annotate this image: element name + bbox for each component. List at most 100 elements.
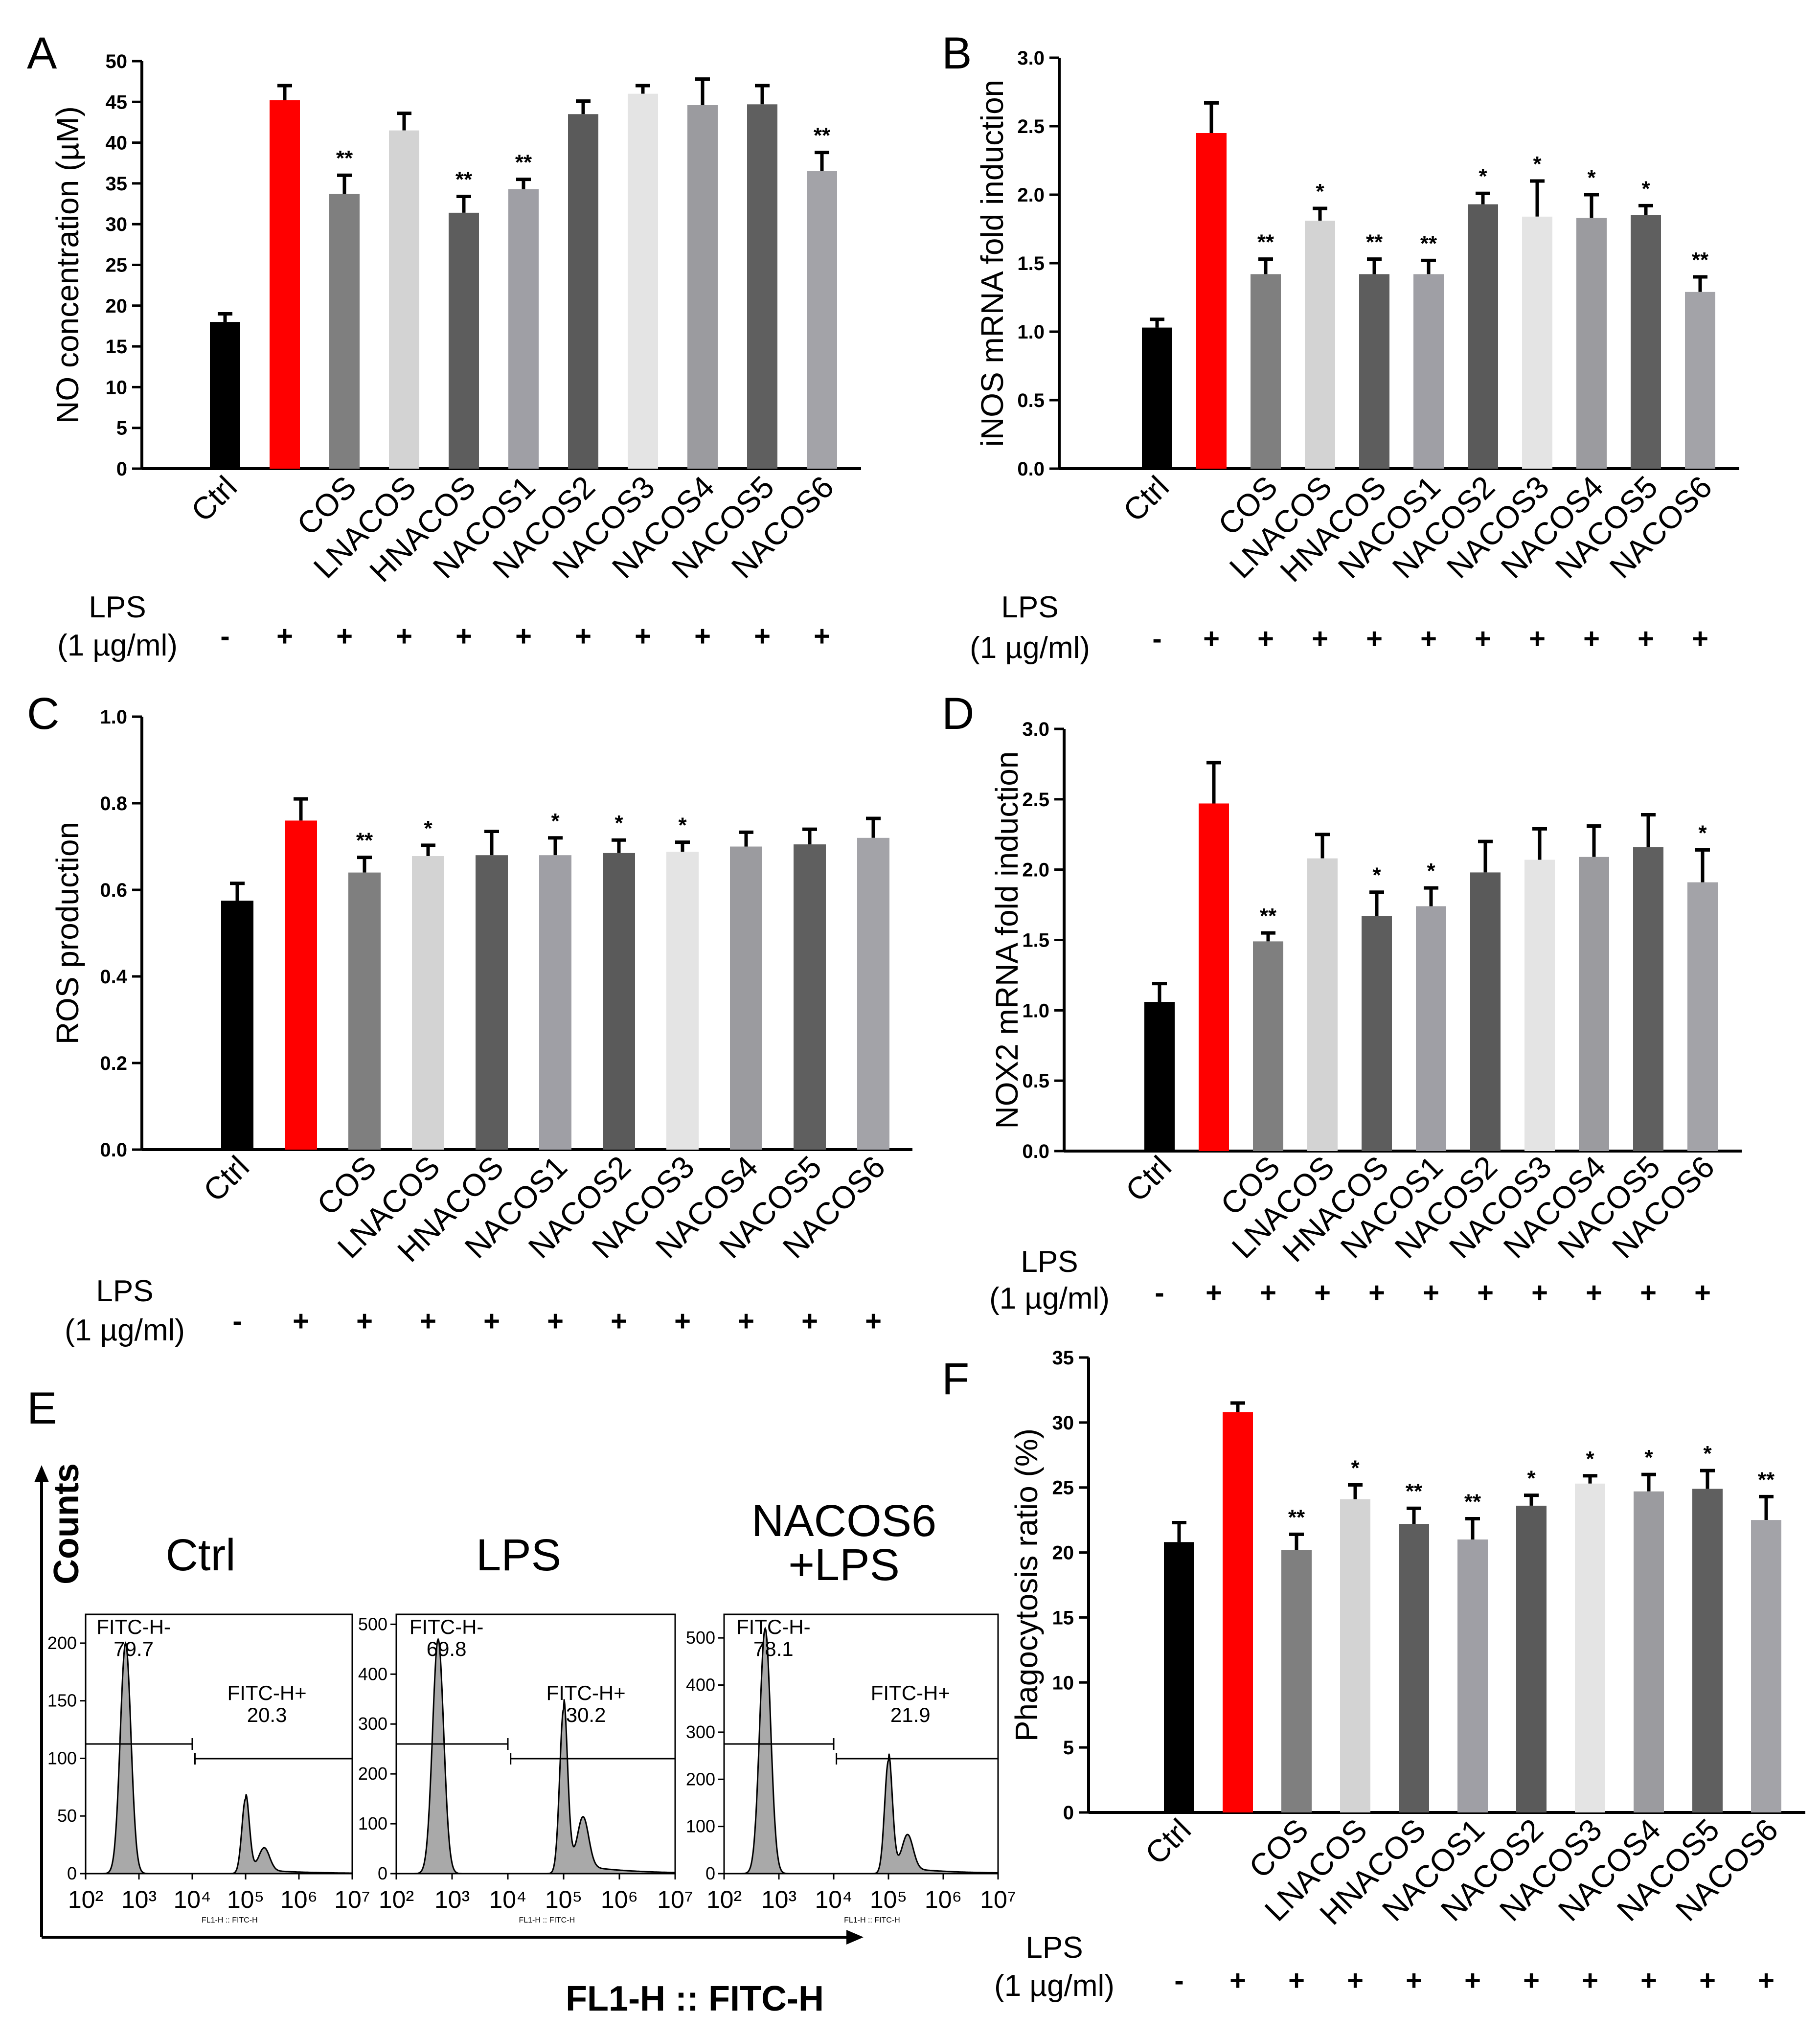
- lps-sign: +: [420, 1305, 436, 1337]
- gate-plus-value: 21.9: [890, 1703, 931, 1726]
- bar: [1399, 1524, 1429, 1812]
- gate-plus-value: 20.3: [247, 1703, 287, 1726]
- lps-sign: +: [1640, 1965, 1657, 1996]
- lps-sign: +: [1529, 623, 1546, 655]
- significance-label: **: [1406, 1479, 1423, 1503]
- y-tick-label: 45: [106, 91, 128, 113]
- lps-sign: +: [1640, 1277, 1657, 1309]
- bar: [1223, 1412, 1253, 1812]
- bar: [1470, 872, 1501, 1151]
- lps-sign: +: [547, 1305, 564, 1337]
- x-tick-label: 10⁶: [601, 1886, 638, 1913]
- significance-label: **: [1288, 1505, 1305, 1529]
- gate-plus-label: FITC-H+: [871, 1681, 950, 1704]
- y-tick-label: 0.4: [100, 966, 127, 988]
- lps-sign: +: [1406, 1965, 1422, 1996]
- bar: [730, 846, 762, 1150]
- significance-label: *: [1479, 164, 1487, 188]
- x-tick-label: 10³: [121, 1886, 157, 1913]
- lps-sign: +: [483, 1305, 500, 1337]
- bar: [568, 114, 598, 469]
- y-tick-label: 3.0: [1022, 719, 1049, 740]
- significance-label: *: [1587, 166, 1596, 190]
- lps-sign: +: [1368, 1277, 1385, 1309]
- y-tick-label: 500: [358, 1614, 387, 1634]
- lps-sign: +: [1314, 1277, 1331, 1309]
- gate-minus-label: FITC-H-: [410, 1615, 484, 1638]
- y-tick-label: 0.5: [1022, 1070, 1049, 1092]
- bar: [1751, 1520, 1781, 1812]
- bar: [539, 855, 571, 1150]
- gate-plus-value: 30.2: [566, 1703, 606, 1726]
- lps-concentration: (1 µg/ml): [994, 1969, 1115, 2003]
- small-axis-label: FL1-H :: FITC-H: [519, 1916, 575, 1924]
- y-tick-label: 1.0: [100, 706, 127, 728]
- significance-label: *: [1698, 821, 1707, 845]
- histogram-curve: [86, 1641, 353, 1875]
- lps-sign: +: [293, 1305, 309, 1337]
- gate-minus-value: 79.7: [114, 1637, 154, 1660]
- y-tick-label: 200: [47, 1633, 77, 1653]
- lps-sign: +: [1477, 1277, 1494, 1309]
- significance-label: *: [1586, 1447, 1594, 1471]
- significance-label: *: [1316, 180, 1324, 204]
- lps-sign: +: [754, 620, 771, 652]
- lps-sign: +: [455, 620, 472, 652]
- y-tick-label: 1.0: [1022, 1000, 1049, 1021]
- bar: [348, 872, 381, 1150]
- significance-label: *: [424, 816, 432, 840]
- x-tick-label: 10⁶: [280, 1886, 318, 1913]
- lps-sign: +: [1288, 1965, 1305, 1996]
- fl1h-axis-title: FL1-H :: FITC-H: [566, 1979, 824, 2018]
- y-tick-label: 5: [1063, 1737, 1074, 1759]
- panel-letter-c: C: [27, 689, 59, 739]
- bar: [1340, 1499, 1370, 1812]
- lps-sign: +: [1694, 1277, 1711, 1309]
- bar: [603, 853, 635, 1150]
- y-tick-label: 1.5: [1017, 253, 1045, 274]
- histogram-title: Ctrl: [165, 1530, 235, 1580]
- y-tick-label: 50: [57, 1806, 77, 1826]
- lps-sign: +: [694, 620, 711, 652]
- lps-sign: +: [1582, 1965, 1598, 1996]
- y-tick-label: 0.0: [100, 1139, 127, 1161]
- y-tick-label: 100: [686, 1816, 715, 1836]
- lps-sign: +: [1260, 1277, 1276, 1309]
- x-tick-label: 10²: [68, 1886, 103, 1913]
- bar-chart-a: 0 5 10 15 20 25 30 35 40 45 50 NO concentration (µM…: [50, 51, 861, 662]
- significance-label: **: [1420, 231, 1437, 255]
- panel-letter-a: A: [27, 28, 57, 78]
- y-tick-label: 2.0: [1017, 184, 1045, 206]
- y-tick-label: 15: [106, 336, 128, 358]
- lps-sign: +: [1257, 623, 1274, 655]
- lps-sign: -: [1155, 1277, 1164, 1309]
- x-tick-label: 10⁵: [545, 1886, 582, 1913]
- lps-sign: -: [1152, 623, 1161, 655]
- bar: [1362, 916, 1392, 1151]
- significance-label: **: [1692, 248, 1709, 272]
- bar: [1251, 274, 1281, 469]
- significance-label: **: [455, 168, 473, 192]
- lps-sign: -: [232, 1305, 242, 1337]
- lps-label: LPS: [96, 1274, 153, 1308]
- lps-sign: +: [1531, 1277, 1548, 1309]
- lps-sign: +: [1420, 623, 1437, 655]
- gate-plus-label: FITC-H+: [228, 1681, 307, 1704]
- lps-sign: +: [396, 620, 412, 652]
- lps-sign: +: [1423, 1277, 1439, 1309]
- y-tick-label: 20: [1052, 1542, 1074, 1564]
- y-tick-label: 0.6: [100, 880, 127, 901]
- y-tick-label: 0.5: [1017, 390, 1045, 411]
- bar: [1416, 906, 1446, 1151]
- bar: [412, 856, 444, 1150]
- x-tick-label: 10⁷: [334, 1886, 370, 1913]
- lps-label: LPS: [1021, 1245, 1078, 1279]
- gate-minus-label: FITC-H-: [736, 1615, 811, 1638]
- bar: [1196, 133, 1227, 469]
- bar: [1692, 1489, 1723, 1812]
- significance-label: *: [551, 809, 560, 833]
- bar: [1142, 327, 1172, 469]
- significance-label: **: [356, 829, 373, 853]
- panel-letter-d: D: [942, 689, 974, 739]
